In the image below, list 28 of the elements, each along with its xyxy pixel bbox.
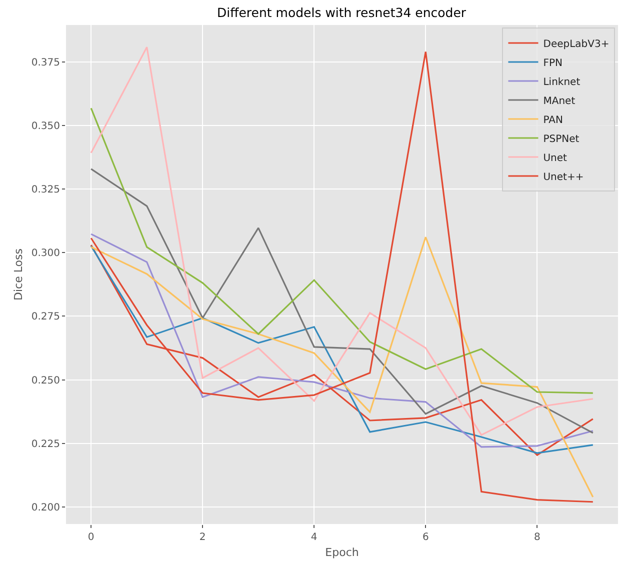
x-tick-label: 2	[199, 532, 206, 543]
line-series	[90, 107, 594, 394]
line-series	[90, 168, 594, 434]
legend-label: PSPNet	[543, 134, 580, 145]
legend-label: Linknet	[543, 76, 580, 88]
x-tick-label: 4	[310, 532, 318, 543]
line-series	[90, 50, 594, 503]
y-tick-label: 0.275	[31, 312, 60, 323]
legend-label: Unet++	[543, 172, 584, 183]
x-tick-label: 0	[88, 532, 94, 543]
y-tick-label: 0.225	[31, 438, 60, 450]
x-axis-title: Epoch	[325, 546, 359, 560]
legend-label: MAnet	[543, 96, 576, 107]
x-tick-label: 8	[534, 532, 540, 543]
legend-label: DeepLabV3+	[543, 38, 610, 50]
legend-label: PAN	[543, 114, 563, 126]
legend-label: Unet	[543, 152, 568, 164]
y-tick-label: 0.250	[31, 375, 60, 386]
y-tick-label: 0.375	[31, 57, 60, 68]
y-tick-label: 0.200	[31, 502, 60, 514]
y-tick-label: 0.300	[31, 248, 60, 260]
line-series	[90, 236, 594, 498]
y-axis-title: Dice Loss	[12, 248, 26, 300]
y-tick-label: 0.325	[31, 184, 60, 196]
y-tick-label: 0.350	[31, 120, 60, 132]
x-tick-label: 6	[422, 532, 429, 543]
legend-label: FPN	[543, 58, 563, 69]
chart-title: Different models with resnet34 encoder	[217, 5, 467, 20]
